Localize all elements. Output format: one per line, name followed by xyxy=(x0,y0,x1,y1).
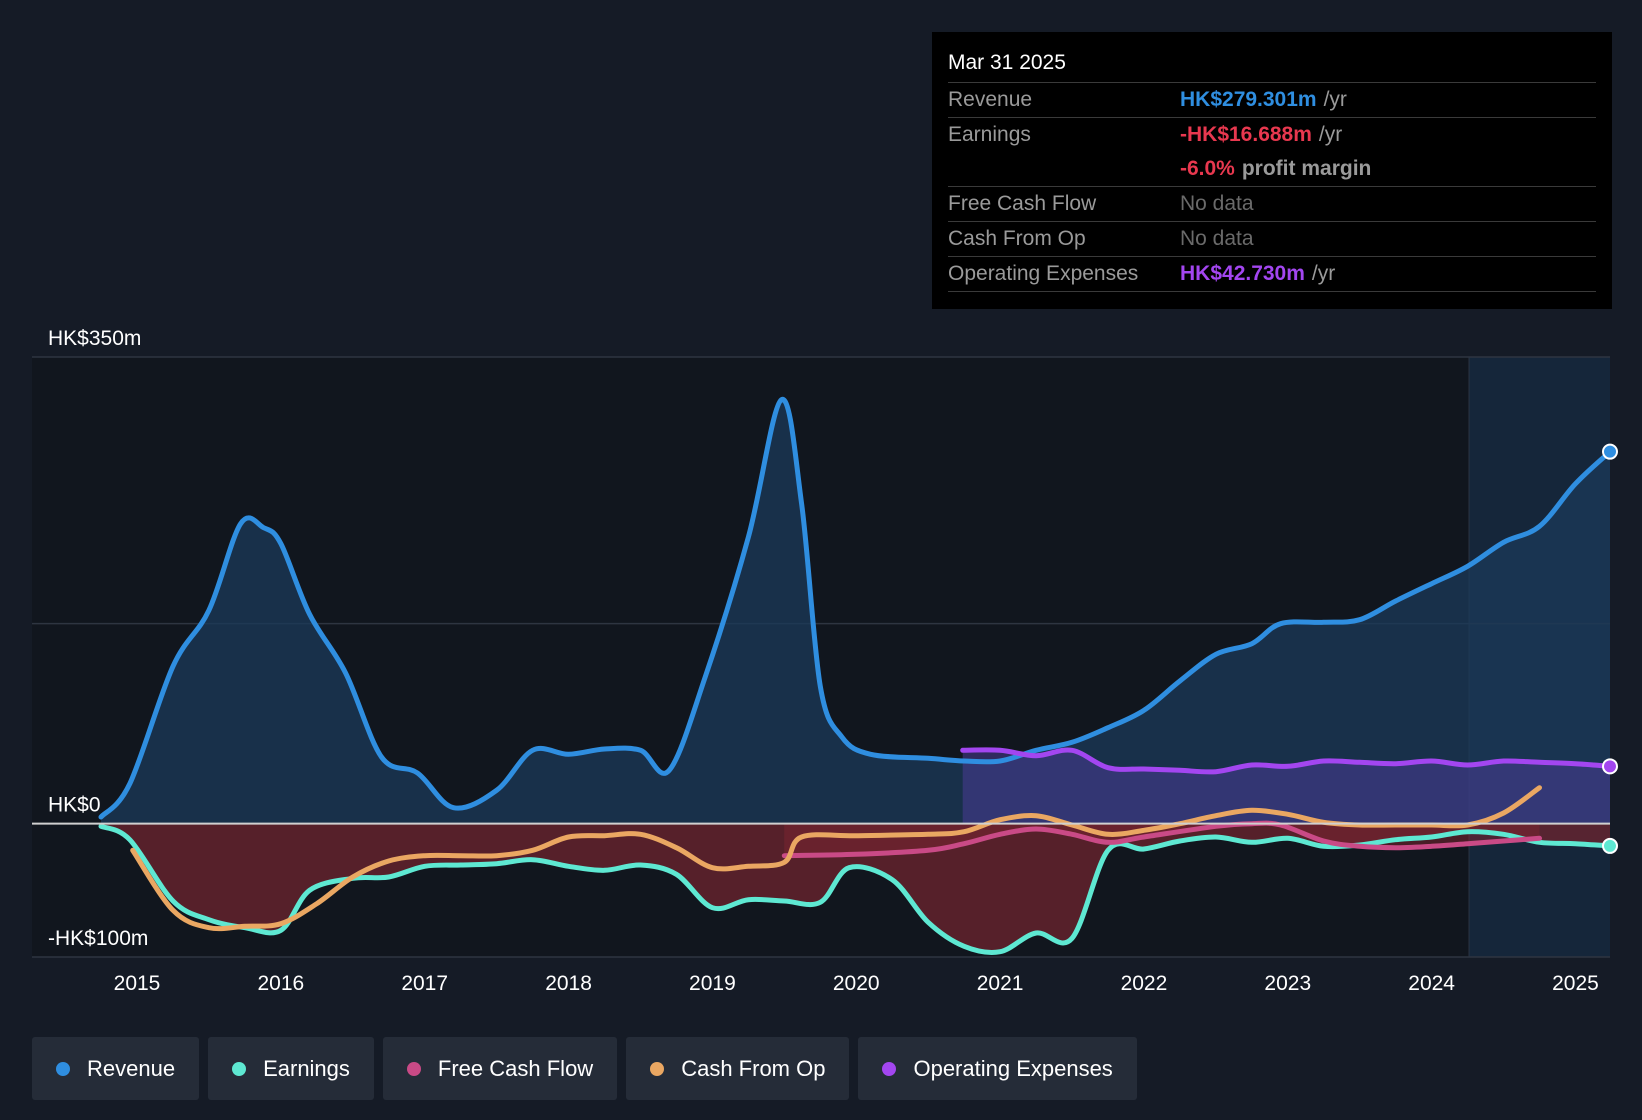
legend-label: Cash From Op xyxy=(681,1055,826,1081)
tooltip-row-opex: Operating Expenses HK$42.730m /yr xyxy=(948,257,1596,292)
tooltip-label: Free Cash Flow xyxy=(948,192,1097,215)
tooltip-label: Earnings xyxy=(948,123,1031,146)
y-tick-label: -HK$100m xyxy=(48,927,148,950)
revenue-line xyxy=(98,397,1613,820)
legend-earnings[interactable]: Earnings xyxy=(208,1037,374,1100)
tooltip-row-margin: -6.0% profit margin xyxy=(948,152,1596,187)
legend-dot-icon xyxy=(650,1061,665,1076)
x-tick-label: 2020 xyxy=(833,972,880,995)
tooltip-unit: /yr xyxy=(1318,123,1343,146)
legend-label: Free Cash Flow xyxy=(437,1055,594,1081)
operating-expenses-area xyxy=(962,749,1610,824)
operating-expenses-line xyxy=(960,747,1613,775)
tooltip-value: No data xyxy=(1180,192,1254,215)
tooltip-panel: Mar 31 2025 Revenue HK$279.301m /yr Earn… xyxy=(932,32,1612,309)
x-tick-label: 2017 xyxy=(401,972,448,995)
x-tick-label: 2016 xyxy=(257,972,304,995)
y-axis-labels: HK$350m HK$0 -HK$100m xyxy=(48,327,148,950)
tooltip-row-cfo: Cash From Op No data xyxy=(948,222,1596,257)
tooltip-unit: /yr xyxy=(1311,262,1336,285)
x-tick-label: 2023 xyxy=(1264,972,1311,995)
legend-operating-expenses[interactable]: Operating Expenses xyxy=(858,1037,1137,1100)
legend-cash-from-op[interactable]: Cash From Op xyxy=(626,1037,850,1100)
legend-dot-icon xyxy=(882,1061,897,1076)
tooltip-label: Revenue xyxy=(948,88,1033,111)
free-cash-flow-line xyxy=(781,820,1542,859)
series-lines xyxy=(98,397,1613,955)
tooltip-value: No data xyxy=(1180,227,1254,250)
legend-dot-icon xyxy=(406,1061,421,1076)
x-tick-label: 2024 xyxy=(1408,972,1455,995)
legend: Revenue Earnings Free Cash Flow Cash Fro… xyxy=(32,1037,1137,1100)
legend-dot-icon xyxy=(56,1061,70,1076)
x-tick-label: 2025 xyxy=(1552,972,1599,995)
tooltip-label: Operating Expenses xyxy=(948,262,1139,285)
tooltip-label: Cash From Op xyxy=(948,227,1086,250)
x-tick-label: 2022 xyxy=(1121,972,1168,995)
legend-label: Operating Expenses xyxy=(913,1055,1113,1081)
tooltip-value: -6.0% xyxy=(1180,157,1235,180)
tooltip-row-fcf: Free Cash Flow No data xyxy=(948,187,1596,222)
x-tick-label: 2021 xyxy=(977,972,1024,995)
tooltip-unit: /yr xyxy=(1323,88,1347,111)
y-tick-label: HK$350m xyxy=(48,327,141,350)
legend-label: Earnings xyxy=(263,1055,350,1081)
legend-free-cash-flow[interactable]: Free Cash Flow xyxy=(382,1037,618,1100)
revenue-end-point xyxy=(1602,443,1618,460)
earnings-end-point xyxy=(1602,837,1618,854)
operating-expenses-end-point xyxy=(1602,758,1618,775)
tooltip-value: HK$42.730m xyxy=(1180,262,1305,285)
x-tick-label: 2015 xyxy=(114,972,161,995)
legend-dot-icon xyxy=(232,1061,247,1076)
y-tick-label: HK$0 xyxy=(48,794,101,817)
tooltip-row-earnings: Earnings -HK$16.688m /yr xyxy=(948,118,1596,152)
end-markers xyxy=(1602,443,1618,854)
x-axis-labels: 2015 2016 2017 2018 2019 2020 2021 2022 2023 2024… xyxy=(114,972,1599,995)
legend-revenue[interactable]: Revenue xyxy=(32,1037,200,1100)
revenue-area xyxy=(101,399,1610,824)
tooltip-value: -HK$16.688m xyxy=(1180,123,1312,146)
x-tick-label: 2019 xyxy=(689,972,736,995)
legend-label: Revenue xyxy=(87,1055,176,1081)
tooltip-date: Mar 31 2025 xyxy=(948,46,1596,83)
cash-from-op-line xyxy=(130,785,1542,932)
tooltip-unit: profit margin xyxy=(1241,157,1372,180)
x-tick-label: 2018 xyxy=(545,972,592,995)
tooltip-value: HK$279.301m xyxy=(1180,88,1317,111)
tooltip-row-revenue: Revenue HK$279.301m /yr xyxy=(948,83,1596,118)
